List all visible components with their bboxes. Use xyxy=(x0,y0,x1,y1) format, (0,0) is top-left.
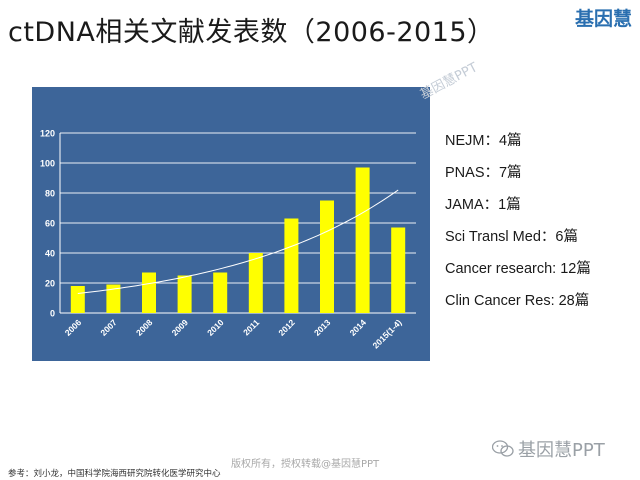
bar-2012 xyxy=(284,218,299,313)
bar-2011 xyxy=(248,253,263,313)
x-tick-label: 2010 xyxy=(205,317,226,338)
bar-2015(1-4) xyxy=(391,227,406,313)
x-tick-label: 2015(1-4) xyxy=(370,317,403,350)
y-tick-label: 120 xyxy=(40,129,55,139)
y-tick-label: 80 xyxy=(45,189,55,199)
fact-item-clin-cancer-res: Clin Cancer Res: 28篇 xyxy=(445,293,590,309)
y-tick-label: 60 xyxy=(45,219,55,229)
fact-item-nejm: NEJM：4篇 xyxy=(445,133,522,149)
bar-chart: 0 20 40 60 80 100 120 2006 2007 2008 2009 2010 2011 2… xyxy=(40,129,416,350)
bar-2009 xyxy=(177,275,192,313)
reference-note: 参考：刘小龙，中国科学院海西研究院转化医学研究中心 xyxy=(8,469,221,479)
x-tick-label: 2013 xyxy=(312,317,333,338)
bar-2008 xyxy=(142,272,156,313)
bar-2010 xyxy=(213,272,228,313)
fact-item-cancer-research: Cancer research: 12篇 xyxy=(445,261,591,277)
journal-counts-list: NEJM：4篇 PNAS：7篇 JAMA：1篇 Sci Transl Med：6… xyxy=(445,131,591,323)
chart-panel: 0 20 40 60 80 100 120 2006 2007 2008 2009 2010 2011 2… xyxy=(32,87,430,361)
bottom-watermark-text: 基因慧PPT xyxy=(518,440,605,461)
y-tick-label: 100 xyxy=(40,159,55,169)
fact-item-pnas: PNAS：7篇 xyxy=(445,165,522,181)
x-tick-label: 2011 xyxy=(241,317,261,337)
x-tick-label: 2007 xyxy=(98,317,119,338)
copyright-watermark: 版权所有，授权转载@基因慧PPT xyxy=(231,459,380,470)
bar-2014 xyxy=(355,167,370,313)
diagonal-watermark: 基因慧PPT xyxy=(417,60,481,103)
x-tick-label: 2009 xyxy=(170,317,191,338)
x-tick-label: 2014 xyxy=(348,317,369,338)
fact-item-jama: JAMA：1篇 xyxy=(445,197,521,213)
wechat-icon xyxy=(491,439,514,463)
bar-2013 xyxy=(320,200,334,313)
bar-2007 xyxy=(106,284,121,313)
page-title: ctDNA相关文献发表数（2006-2015） xyxy=(8,17,495,48)
y-tick-label: 20 xyxy=(45,279,55,289)
x-tick-label: 2008 xyxy=(134,317,155,338)
fact-item-sci-transl-med: Sci Transl Med：6篇 xyxy=(445,229,578,245)
brand-logo: 基因慧 xyxy=(574,8,632,30)
bottom-watermark: 基因慧PPT xyxy=(491,436,605,463)
trendline xyxy=(77,189,399,294)
bar-2006 xyxy=(70,286,85,313)
y-tick-label: 40 xyxy=(45,249,55,259)
y-tick-label: 0 xyxy=(50,309,55,319)
x-tick-label: 2012 xyxy=(276,317,297,338)
x-tick-label: 2006 xyxy=(63,317,84,338)
